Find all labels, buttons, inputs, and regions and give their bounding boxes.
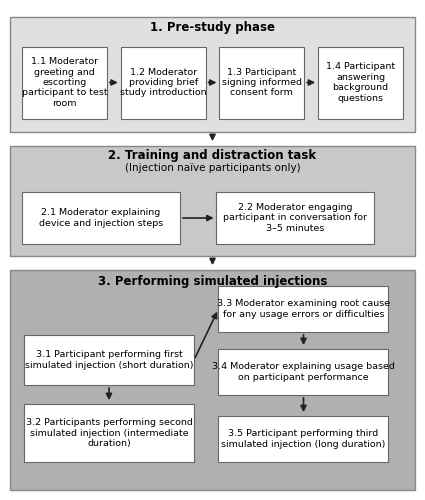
Bar	[22, 192, 180, 244]
Text: 1.3 Participant
signing informed
consent form: 1.3 Participant signing informed consent…	[222, 68, 302, 98]
Bar	[318, 46, 403, 118]
Bar	[24, 335, 194, 385]
Text: 3.4 Moderator explaining usage based
on participant performance: 3.4 Moderator explaining usage based on …	[212, 362, 395, 382]
Bar	[24, 404, 194, 462]
Text: 1.1 Moderator
greeting and
escorting
participant to test
room: 1.1 Moderator greeting and escorting par…	[22, 57, 107, 108]
Bar	[121, 46, 206, 118]
Text: (Injection naïve participants only): (Injection naïve participants only)	[125, 163, 300, 173]
Bar	[218, 286, 388, 332]
Text: 3.1 Participant performing first
simulated injection (short duration): 3.1 Participant performing first simulat…	[25, 350, 193, 370]
Text: 3.3 Moderator examining root cause
for any usage errors or difficulties: 3.3 Moderator examining root cause for a…	[217, 300, 390, 318]
Bar	[10, 17, 415, 132]
Text: 3. Performing simulated injections: 3. Performing simulated injections	[98, 274, 327, 287]
Text: 2.2 Moderator engaging
participant in conversation for
3–5 minutes: 2.2 Moderator engaging participant in co…	[224, 203, 368, 233]
Bar	[10, 270, 415, 490]
Text: 1.4 Participant
answering
background
questions: 1.4 Participant answering background que…	[326, 62, 395, 102]
Bar	[22, 46, 107, 118]
Text: 1. Pre-study phase: 1. Pre-study phase	[150, 20, 275, 34]
Text: 3.5 Participant performing third
simulated injection (long duration): 3.5 Participant performing third simulat…	[221, 430, 385, 448]
Bar	[219, 46, 304, 118]
Text: 2. Training and distraction task: 2. Training and distraction task	[108, 150, 317, 162]
Text: 3.2 Participants performing second
simulated injection (intermediate
duration): 3.2 Participants performing second simul…	[26, 418, 193, 448]
Bar	[216, 192, 374, 244]
Text: 1.2 Moderator
providing brief
study introduction: 1.2 Moderator providing brief study intr…	[120, 68, 207, 98]
Text: 2.1 Moderator explaining
device and injection steps: 2.1 Moderator explaining device and inje…	[39, 208, 163, 228]
Bar	[218, 349, 388, 395]
Bar	[218, 416, 388, 462]
Bar	[10, 146, 415, 256]
